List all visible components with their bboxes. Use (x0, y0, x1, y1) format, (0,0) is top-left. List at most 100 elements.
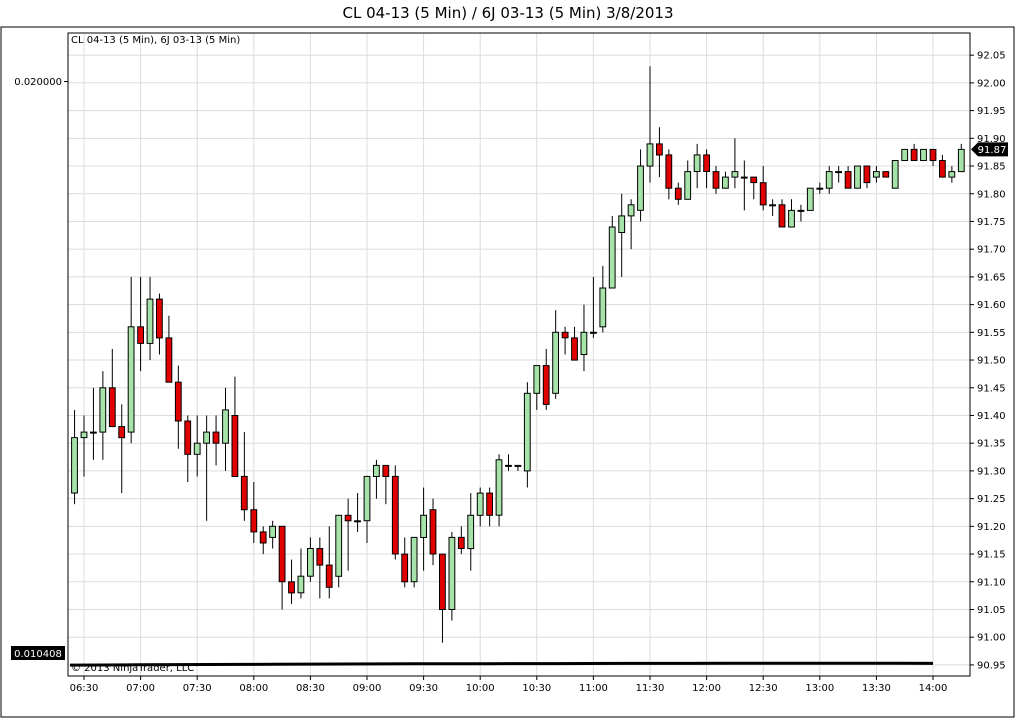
candle (712, 166, 720, 194)
candle (382, 464, 390, 505)
candle (373, 459, 380, 499)
y-tick-label: 91.80 (977, 189, 1006, 200)
candle (467, 493, 475, 571)
candle (863, 165, 871, 189)
candle (429, 498, 437, 566)
candle-body (891, 160, 899, 189)
candle (495, 454, 503, 527)
candle (174, 365, 182, 449)
candle (193, 415, 201, 477)
candle (835, 166, 843, 183)
candle (656, 127, 663, 178)
candle (844, 166, 852, 189)
candle-body (99, 387, 107, 433)
y-tick-label: 91.10 (977, 577, 1006, 588)
candle-body (929, 148, 937, 161)
candle-body (174, 381, 182, 422)
y-tick-label: 91.60 (977, 300, 1006, 311)
candle (269, 520, 277, 549)
candle-body (184, 420, 192, 455)
candle-body (825, 171, 833, 189)
candle-body (637, 165, 644, 211)
candle-body (948, 171, 956, 178)
candle-body (203, 431, 210, 444)
x-tick-label: 10:00 (466, 683, 495, 694)
candle (552, 310, 560, 399)
candle (80, 415, 88, 477)
x-tick-label: 08:00 (239, 683, 268, 694)
candle (740, 160, 748, 211)
candle-body (269, 525, 277, 538)
candle-body (590, 331, 597, 334)
candle-body (165, 337, 173, 383)
x-tick-label: 14:00 (919, 683, 948, 694)
candle (873, 166, 880, 183)
candle-body (703, 154, 711, 172)
candle (137, 276, 144, 372)
y-tick-label: 91.70 (977, 245, 1006, 256)
candle (703, 149, 711, 189)
candle-body (778, 204, 786, 228)
copyright-label: © 2013 NinjaTrader, LLC (71, 663, 194, 674)
candle-body (533, 365, 541, 394)
y-tick-label: 91.50 (977, 356, 1006, 367)
candle (90, 387, 97, 460)
candle (476, 487, 484, 527)
candle (769, 199, 777, 216)
candle (806, 187, 814, 211)
candle-body (882, 171, 890, 178)
x-tick-label: 11:30 (636, 683, 665, 694)
chart-title: CL 04-13 (5 Min) / 6J 03-13 (5 Min) 3/8/… (342, 4, 674, 22)
candles (71, 66, 965, 643)
candle (184, 415, 192, 482)
candle-body (486, 492, 494, 516)
candle (401, 537, 409, 588)
time-axis: 06:30 07:00 07:30 08:00 08:30 09:00 09:30 10:00… (70, 676, 948, 694)
candle-body (712, 171, 720, 189)
candle-body (476, 492, 484, 516)
candle-body (750, 176, 758, 184)
x-tick-label: 06:30 (70, 683, 99, 694)
candle (665, 149, 673, 200)
candle (71, 409, 78, 505)
candle (580, 304, 588, 372)
x-tick-label: 13:00 (805, 683, 834, 694)
candle (240, 432, 248, 521)
candle (891, 160, 899, 189)
candle (222, 387, 229, 471)
candle-body (674, 187, 682, 200)
candle-body (495, 459, 503, 516)
candle-body (901, 148, 909, 161)
candle (637, 149, 644, 222)
candle-body (137, 326, 144, 344)
candle-body (156, 298, 163, 339)
candle (825, 166, 833, 194)
panel-label: CL 04-13 (5 Min), 6J 03-13 (5 Min) (71, 35, 240, 46)
candle-body (118, 426, 126, 439)
last-price-marker: 91.87 (971, 142, 1008, 157)
candle (929, 148, 937, 167)
candle (146, 276, 154, 361)
candle-body (722, 176, 729, 189)
candle (523, 382, 531, 488)
candle (344, 498, 352, 571)
candle (882, 171, 890, 178)
candle-body (146, 298, 154, 344)
candle (420, 487, 428, 571)
candle-body (457, 536, 465, 550)
candle (108, 348, 116, 428)
candle-body (410, 536, 418, 583)
candle-body (759, 182, 767, 206)
candle-body (373, 464, 380, 477)
y-tick-label: 92.05 (977, 51, 1006, 62)
candle-body (193, 442, 201, 455)
candle-body (288, 581, 295, 594)
y-tick-label: 91.45 (977, 383, 1006, 394)
candle-body (316, 548, 324, 566)
candle (722, 171, 729, 189)
candle (646, 66, 654, 183)
candle-body (939, 160, 946, 178)
candle-body (788, 209, 795, 228)
candle-body (561, 331, 569, 339)
